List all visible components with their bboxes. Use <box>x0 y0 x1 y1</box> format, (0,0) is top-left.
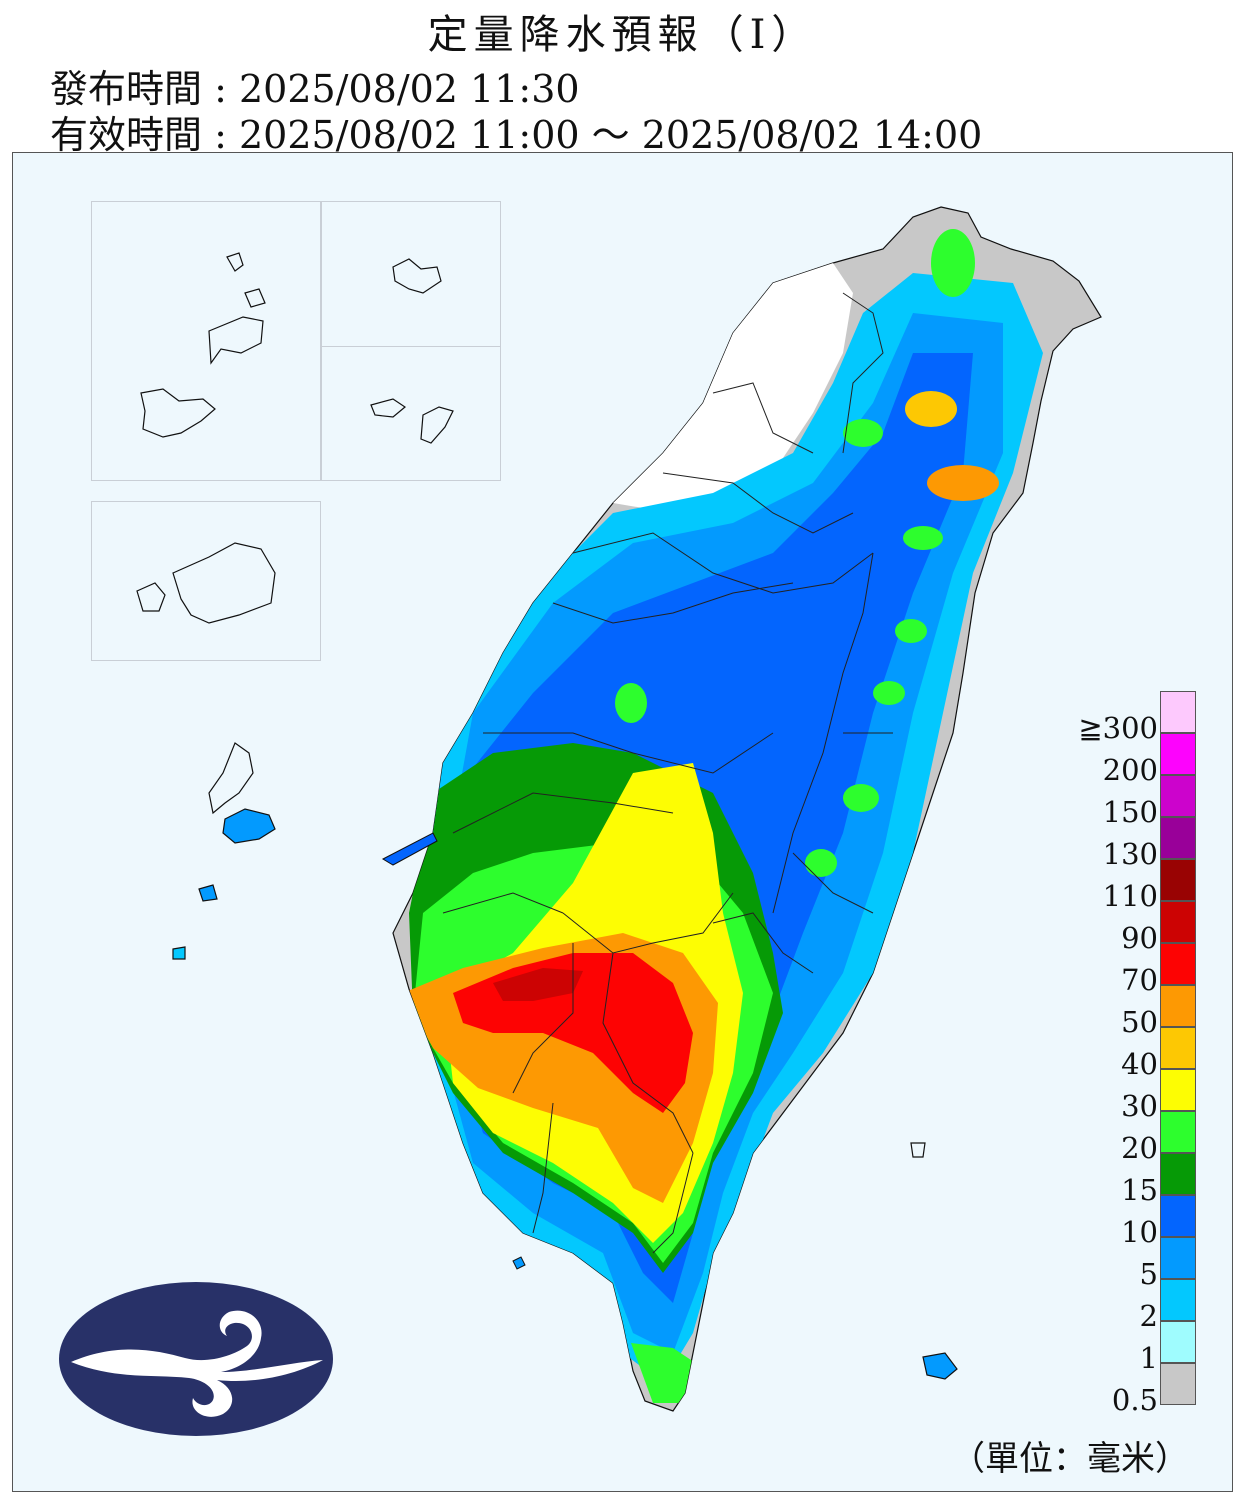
legend-label: 1 <box>1139 1341 1158 1375</box>
legend-swatch <box>1160 1195 1196 1237</box>
legend-label: 15 <box>1121 1173 1158 1207</box>
legend-swatch <box>1160 691 1196 733</box>
legend-label: 50 <box>1121 1005 1158 1039</box>
county-boundaries <box>442 292 893 1254</box>
legend-label: 70 <box>1121 963 1158 997</box>
valid-time: 有效時間 : 2025/08/02 11:00 ～ 2025/08/02 14:… <box>50 113 983 157</box>
rain-cell-north-3 <box>927 465 999 501</box>
rain-cell-east-4 <box>805 849 837 877</box>
cwa-logo-icon <box>59 1282 333 1436</box>
rainfall-map <box>136 206 1102 1412</box>
legend-unit: （單位：毫米） <box>951 1439 1189 1479</box>
legend-swatch <box>1160 775 1196 817</box>
wuqiu-islands <box>370 258 454 444</box>
legend-swatch <box>1160 1111 1196 1153</box>
legend-swatch <box>1160 1027 1196 1069</box>
penghu-islands <box>172 742 276 960</box>
rain-cell-east-1 <box>895 619 927 643</box>
rain-band-south-tip <box>631 1343 703 1403</box>
xiaoliuqiu-island <box>512 1256 526 1270</box>
legend-label: 130 <box>1102 837 1158 871</box>
legend-swatch <box>1160 1279 1196 1321</box>
legend-swatch <box>1160 1153 1196 1195</box>
rain-cell-north-2 <box>905 391 957 427</box>
legend-swatch <box>1160 859 1196 901</box>
east-islands <box>910 1142 958 1380</box>
map-frame: 0.5 1 2 5 10 15 20 30 40 50 70 90 110 130 150 200 ≧300 （… <box>12 152 1233 1492</box>
rain-cell-east-3 <box>843 784 879 812</box>
waisanding-sandbar <box>381 832 438 866</box>
rain-cell-north-1 <box>931 229 975 297</box>
legend-swatch <box>1160 817 1196 859</box>
legend-label: 90 <box>1121 921 1158 955</box>
legend-swatch <box>1160 943 1196 985</box>
legend-swatch <box>1160 1069 1196 1111</box>
legend-swatch <box>1160 733 1196 775</box>
legend-label: 110 <box>1102 879 1158 913</box>
legend-swatch <box>1160 985 1196 1027</box>
legend-label: 0.5 <box>1111 1383 1158 1417</box>
inset-matsu <box>91 201 321 481</box>
legend-label: 150 <box>1102 795 1158 829</box>
kinmen-islands <box>136 542 276 624</box>
legend-swatch <box>1160 1363 1196 1405</box>
rain-cell-north-5 <box>903 526 943 550</box>
legend-swatch <box>1160 1321 1196 1363</box>
legend-swatch <box>1160 1237 1196 1279</box>
legend-label: 40 <box>1121 1047 1158 1081</box>
rain-cell-north-4 <box>843 419 883 447</box>
legend-label: 20 <box>1121 1131 1158 1165</box>
rain-cell-central <box>615 683 647 723</box>
inset-wuqiu-south <box>321 346 501 481</box>
legend-label: 200 <box>1102 753 1158 787</box>
rain-cell-east-2 <box>873 681 905 705</box>
legend-label: 10 <box>1121 1215 1158 1249</box>
rain-band-90mm <box>493 968 583 1001</box>
legend-label: ≧300 <box>1078 711 1158 745</box>
legend-label: 2 <box>1139 1299 1158 1333</box>
issue-time: 發布時間 : 2025/08/02 11:30 <box>50 67 580 111</box>
legend-label: 5 <box>1139 1257 1158 1291</box>
matsu-islands <box>140 252 266 438</box>
legend-label: 30 <box>1121 1089 1158 1123</box>
page-title: 定量降水預報（Ⅰ） <box>427 12 818 58</box>
legend-swatch <box>1160 901 1196 943</box>
